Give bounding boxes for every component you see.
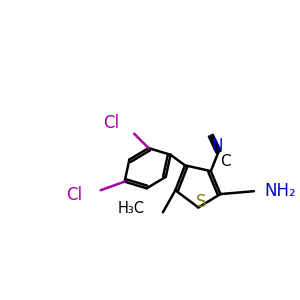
- Text: H₃C: H₃C: [118, 201, 145, 216]
- Text: Cl: Cl: [66, 186, 82, 204]
- Text: NH₂: NH₂: [265, 182, 296, 200]
- Text: S: S: [196, 193, 206, 211]
- Text: Cl: Cl: [103, 114, 119, 132]
- Text: N: N: [212, 137, 223, 152]
- Text: C: C: [220, 154, 231, 169]
